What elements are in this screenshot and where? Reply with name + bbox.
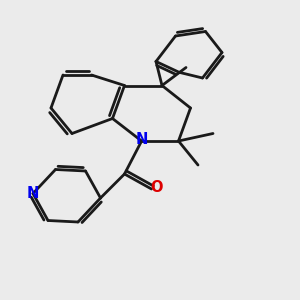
- Text: N: N: [27, 186, 39, 201]
- Text: N: N: [135, 132, 148, 147]
- Text: O: O: [151, 180, 163, 195]
